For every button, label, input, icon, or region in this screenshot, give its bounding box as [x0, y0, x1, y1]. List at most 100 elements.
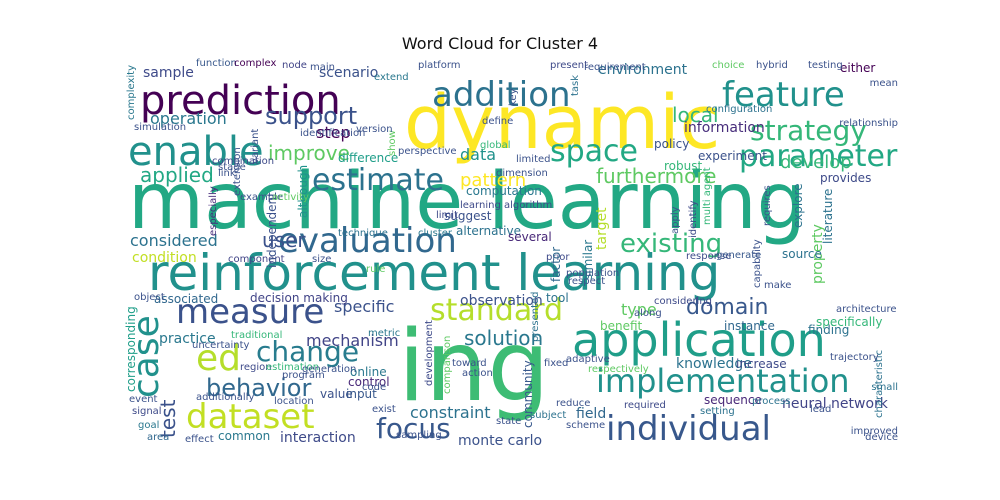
word-scheme: scheme — [566, 420, 605, 431]
word-program: program — [282, 370, 325, 381]
word-furthermore: furthermore — [596, 164, 716, 188]
word-object: object — [134, 292, 165, 303]
word-subject: subject — [530, 410, 566, 421]
word-signal: signal — [132, 406, 162, 417]
word-interaction: interaction — [280, 430, 356, 446]
word-focus: focus — [376, 412, 451, 445]
word-adaptive: adaptive — [566, 354, 610, 365]
word-source: source — [782, 247, 822, 261]
word-suggest: suggest — [444, 209, 492, 223]
word-specific: specific — [334, 297, 394, 316]
word-pattern: pattern — [460, 170, 526, 191]
word-presented: presented — [530, 291, 541, 342]
word-variant: variant — [250, 129, 261, 164]
word-value: value — [320, 387, 353, 401]
word-area: area — [147, 432, 169, 443]
word-measure: measure — [176, 292, 324, 332]
word-sequence: sequence — [704, 393, 762, 407]
word-ing: ing — [398, 310, 550, 424]
word-field: field — [576, 406, 606, 422]
word-either: either — [840, 61, 875, 75]
word-computation: computation — [466, 184, 542, 198]
word-location: location — [274, 396, 314, 407]
word-along: along — [634, 308, 662, 319]
word-similar: similar — [581, 240, 595, 280]
word-hybrid: hybrid — [756, 60, 788, 71]
word-relationship: relationship — [839, 118, 898, 129]
word-complexity: complexity — [126, 65, 137, 120]
word-apply: apply — [670, 206, 681, 234]
word-component: component — [228, 254, 285, 265]
word-rule: rule — [366, 264, 385, 275]
word-dataset: dataset — [186, 397, 315, 437]
word-uncertainty: uncertainty — [192, 340, 250, 351]
word-function: function — [196, 58, 237, 69]
word-requires: requires — [762, 185, 773, 226]
word-goal: goal — [138, 420, 159, 431]
word-user: user — [262, 228, 306, 252]
word-considering: considering — [654, 296, 712, 307]
word-prediction: prediction — [140, 78, 341, 124]
word-considered: considered — [130, 231, 218, 250]
word-associated: associated — [154, 292, 218, 306]
word-choice: choice — [712, 60, 744, 71]
word-common: common — [218, 429, 270, 443]
chart-title: Word Cloud for Cluster 4 — [401, 34, 599, 53]
word-toward: toward — [452, 358, 487, 369]
word-alternative: alternative — [456, 224, 521, 238]
word-step: step — [316, 123, 351, 142]
word-stage: stage — [218, 162, 246, 173]
word-show: show — [387, 130, 398, 156]
word-effect: effect — [185, 434, 214, 445]
word-sampling: sampling — [396, 430, 442, 441]
word-metric: metric — [368, 328, 400, 339]
word-behavior: behavior — [206, 374, 311, 402]
word-factor: factor — [549, 247, 563, 282]
word-case: case — [126, 315, 167, 398]
word-requirement: requirement — [584, 62, 646, 73]
word-characteristic: characteristic — [874, 350, 885, 418]
word-respect: respect — [568, 276, 605, 287]
word-extend: extend — [374, 72, 409, 83]
word-respectively: respectively — [588, 364, 649, 375]
word-existing: existing — [620, 229, 722, 259]
word-perspective: perspective — [398, 146, 457, 157]
word-estimation: estimation — [266, 362, 319, 373]
word-strategy: strategy — [750, 114, 867, 147]
word-task: task — [570, 75, 581, 96]
word-cluster: cluster — [418, 228, 453, 239]
word-individual: individual — [606, 409, 771, 449]
word-architecture: architecture — [836, 304, 897, 315]
word-lead: lead — [810, 404, 831, 415]
word-policy: policy — [654, 137, 689, 151]
word-standard: standard — [430, 293, 563, 328]
word-evaluation: evaluation — [278, 221, 457, 261]
word-support: support — [265, 102, 357, 130]
word-applied: applied — [140, 163, 214, 187]
word-small: small — [871, 382, 898, 393]
word-version: version — [356, 124, 393, 135]
word-enable: enable — [128, 129, 264, 175]
word-condition: condition — [132, 250, 197, 266]
word-dimension: dimension — [496, 168, 548, 179]
word-benefit: benefit — [600, 319, 643, 333]
word-key: key — [508, 88, 519, 106]
word-link: link — [218, 168, 236, 179]
word-several: several — [508, 230, 552, 244]
word-neural-network: neural network — [782, 396, 889, 412]
word-limited: limited — [516, 154, 551, 165]
word-environment: environment — [598, 62, 688, 78]
word-especially: especially — [208, 186, 219, 236]
word-robust: robust — [664, 159, 702, 173]
word-generate: generate — [716, 250, 761, 261]
word-develop: develop — [780, 152, 852, 173]
word-capability: capability — [752, 239, 763, 288]
word-limit: limit — [436, 210, 458, 221]
word-solution: solution — [464, 326, 543, 350]
word-example: example — [240, 192, 283, 203]
word-local: local — [672, 103, 719, 127]
word-make: make — [764, 280, 791, 291]
word-generation: generation — [302, 364, 356, 375]
word-region: region — [240, 362, 272, 373]
